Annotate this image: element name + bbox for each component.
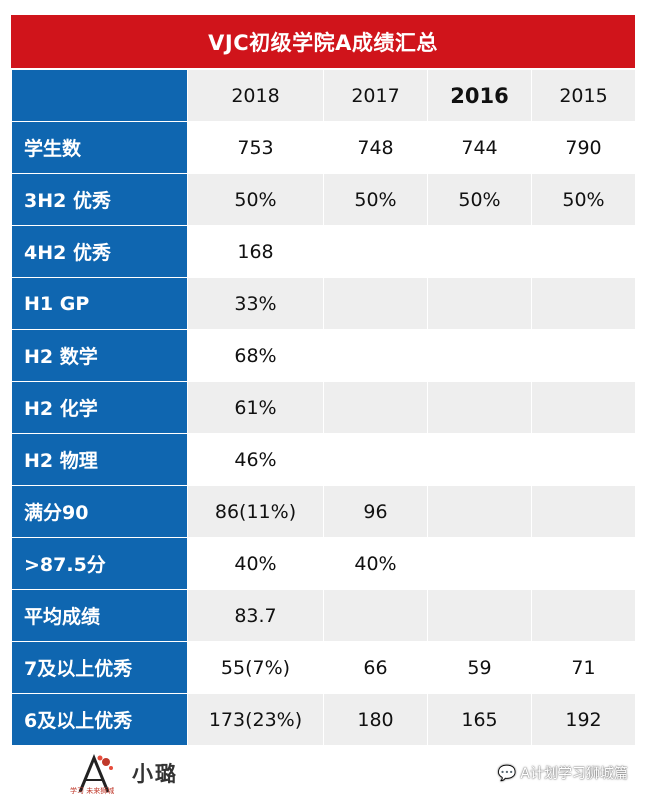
cell (427, 433, 532, 486)
cell: 50% (323, 173, 428, 226)
header-row: 2018 2017 2016 2015 (11, 69, 636, 122)
logo-icon (78, 754, 113, 793)
cell: 50% (187, 173, 324, 226)
cell (323, 381, 428, 434)
cell (531, 277, 636, 330)
cell (531, 537, 636, 590)
cell: 168 (187, 225, 324, 278)
footer: 小璐 学习 未来狮城 💬 A计划学习狮城篇 (0, 748, 646, 800)
table-row: H2 化学 61% (11, 381, 636, 434)
cell (323, 433, 428, 486)
table-row: 6及以上优秀 173(23%) 180 165 192 (11, 693, 636, 746)
cell (427, 277, 532, 330)
cell: 96 (323, 485, 428, 538)
table-row: 7及以上优秀 55(7%) 66 59 71 (11, 641, 636, 694)
year-header: 2016 (427, 69, 532, 122)
table-row: 4H2 优秀 168 (11, 225, 636, 278)
results-table: 2018 2017 2016 2015 学生数 753 748 744 790 … (11, 69, 636, 746)
results-table-wrap: VJC初级学院A成绩汇总 2018 2017 2016 2015 学生数 753… (11, 15, 636, 746)
table-row: H1 GP 33% (11, 277, 636, 330)
cell (531, 589, 636, 642)
table-row: 平均成绩 83.7 (11, 589, 636, 642)
cell: 50% (427, 173, 532, 226)
cell (427, 485, 532, 538)
cell (427, 381, 532, 434)
cell: 86(11%) (187, 485, 324, 538)
logo-subtitle: 学习 未来狮城 (70, 787, 115, 795)
cell (427, 329, 532, 382)
cell (531, 381, 636, 434)
header-corner (11, 69, 188, 122)
cell: 790 (531, 121, 636, 174)
cell (531, 329, 636, 382)
cell: 173(23%) (187, 693, 324, 746)
row-label: H1 GP (11, 277, 188, 330)
row-label: 7及以上优秀 (11, 641, 188, 694)
row-label: 3H2 优秀 (11, 173, 188, 226)
cell: 40% (323, 537, 428, 590)
cell: 68% (187, 329, 324, 382)
cell (323, 277, 428, 330)
wechat-label: A计划学习狮城篇 (520, 766, 628, 782)
cell: 40% (187, 537, 324, 590)
row-label: H2 物理 (11, 433, 188, 486)
table-row: >87.5分 40% 40% (11, 537, 636, 590)
cell: 33% (187, 277, 324, 330)
wechat-icon: 💬 (497, 764, 517, 782)
cell: 165 (427, 693, 532, 746)
cell: 753 (187, 121, 324, 174)
table-row: 学生数 753 748 744 790 (11, 121, 636, 174)
row-label: 4H2 优秀 (11, 225, 188, 278)
cell: 46% (187, 433, 324, 486)
cell (323, 329, 428, 382)
cell (531, 225, 636, 278)
table-title: VJC初级学院A成绩汇总 (11, 15, 635, 69)
row-label: 满分90 (11, 485, 188, 538)
cell: 66 (323, 641, 428, 694)
row-label: >87.5分 (11, 537, 188, 590)
year-header: 2018 (187, 69, 324, 122)
cell: 50% (531, 173, 636, 226)
table-row: H2 物理 46% (11, 433, 636, 486)
row-label: H2 化学 (11, 381, 188, 434)
cell (323, 589, 428, 642)
row-label: 平均成绩 (11, 589, 188, 642)
cell (427, 225, 532, 278)
row-label: 6及以上优秀 (11, 693, 188, 746)
cell: 55(7%) (187, 641, 324, 694)
cell: 59 (427, 641, 532, 694)
cell: 744 (427, 121, 532, 174)
cell (427, 589, 532, 642)
cell: 71 (531, 641, 636, 694)
table-row: 满分90 86(11%) 96 (11, 485, 636, 538)
cell: 180 (323, 693, 428, 746)
year-header: 2015 (531, 69, 636, 122)
cell: 61% (187, 381, 324, 434)
wechat-watermark: 💬 A计划学习狮城篇 (498, 763, 628, 783)
table-row: 3H2 优秀 50% 50% 50% 50% (11, 173, 636, 226)
logo-name: 小璐 (132, 762, 178, 786)
table-row: H2 数学 68% (11, 329, 636, 382)
year-header: 2017 (323, 69, 428, 122)
cell (323, 225, 428, 278)
cell: 748 (323, 121, 428, 174)
cell: 192 (531, 693, 636, 746)
cell (427, 537, 532, 590)
row-label: 学生数 (11, 121, 188, 174)
cell: 83.7 (187, 589, 324, 642)
cell (531, 433, 636, 486)
row-label: H2 数学 (11, 329, 188, 382)
cell (531, 485, 636, 538)
